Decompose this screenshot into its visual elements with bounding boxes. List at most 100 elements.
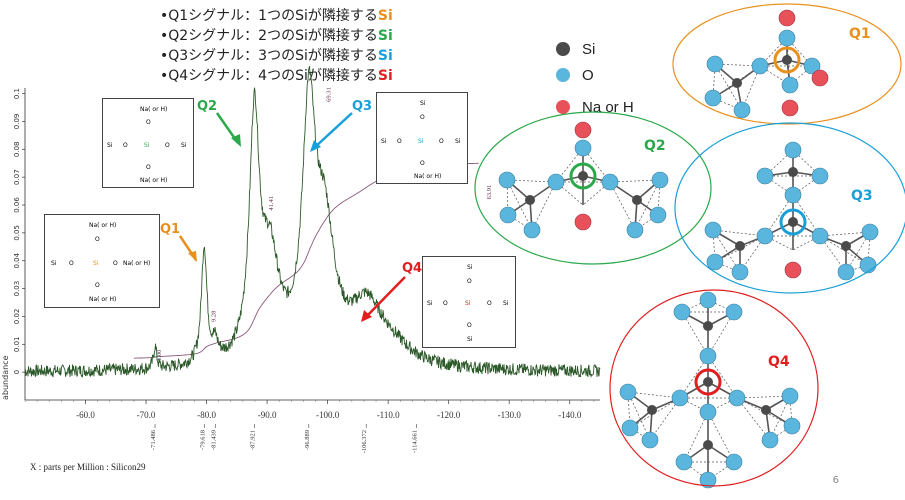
q2-structure-box: Na( or H) O Si O Si O Si O Na( or H) (102, 98, 194, 188)
struct-label: O (165, 142, 170, 149)
legend-q4-text: •Q4シグナル：4つのSiが隣接する (160, 68, 378, 84)
struct-label: O (113, 260, 118, 267)
atom-legend-si-label: Si (582, 40, 596, 58)
x-tick-label: -130.0 (498, 410, 522, 420)
struct-label: Si (144, 142, 150, 149)
struct-label: O (420, 114, 425, 121)
q3-structure-box: Si O Si O Si O Si O Na( or H) (376, 92, 468, 184)
struct-label: Na( or H) (414, 173, 441, 180)
peak-position-label: -71.486 (150, 429, 157, 450)
q3-label: Q3 (352, 99, 372, 114)
struct-label: O (439, 138, 444, 145)
peak-labels: -71.486 -79.618 -81.439 -87.921 -96.889 -106.… (150, 424, 418, 453)
x-tick-label: -120.0 (437, 410, 461, 420)
legend-q2-text: •Q2シグナル：2つのSiが隣接する (160, 28, 378, 44)
struct-label: O (443, 300, 448, 307)
struct-label: Si (455, 138, 461, 145)
x-tick-label: -80.0 (197, 410, 216, 420)
struct-label: O (467, 322, 472, 329)
struct-label: Si (181, 142, 187, 149)
struct-label: Si (467, 264, 473, 271)
peak-position-label: -79.618 (199, 430, 206, 450)
y-tick-label: 0.05 (13, 225, 21, 241)
struct-label: O (487, 300, 492, 307)
x-tick-label: -100.0 (316, 410, 340, 420)
q4-arrow (364, 276, 406, 319)
struct-label: Na( or H) (123, 260, 150, 267)
integral-value-label: 41.41 (268, 196, 275, 211)
struct-label: O (69, 260, 74, 267)
struct-label: Si (107, 142, 113, 149)
o-atom-icon (556, 68, 570, 82)
q-signal-legend: •Q1シグナル：1つのSiが隣接するSi •Q2シグナル：2つのSiが隣接するS… (160, 6, 430, 86)
atom-legend: Si O Na or H (556, 36, 634, 120)
struct-label: O (123, 142, 128, 149)
legend-q1-text: •Q1シグナル：1つのSiが隣接する (160, 8, 378, 24)
struct-label: Na( or H) (140, 177, 167, 184)
legend-q2-si: Si (377, 28, 393, 44)
y-tick-label: 0.07 (13, 169, 21, 185)
y-tick-label: 0.04 (13, 252, 21, 268)
q3-arrow (313, 112, 353, 149)
atom-legend-si: Si (556, 36, 634, 62)
legend-line-q3: •Q3シグナル：3つのSiが隣接するSi (160, 46, 430, 66)
struct-label: Si (381, 138, 387, 145)
legend-q4-si: Si (377, 68, 393, 84)
integral-value-label: 69.31 (326, 87, 333, 102)
struct-label: O (467, 278, 472, 285)
integral-value-label: 9.28 (211, 311, 218, 322)
spectrum-line (24, 66, 601, 378)
q4-arrow-head (361, 310, 372, 322)
si-atom-icon (556, 42, 570, 56)
na-atom-icon (556, 100, 570, 114)
peak-position-label: -81.439 (210, 430, 217, 450)
struct-label: Si (427, 300, 433, 307)
y-tick-label: 0.1 (13, 88, 21, 99)
integral-value-label: 1.00 (156, 350, 163, 361)
y-tick-label: 0.08 (13, 141, 21, 157)
legend-q1-si: Si (377, 8, 393, 24)
struct-label: Si (93, 260, 99, 267)
atom-legend-na: Na or H (556, 94, 634, 120)
struct-label: O (146, 164, 151, 171)
peak-position-label: -114.661 (411, 430, 418, 453)
struct-label: O (95, 236, 100, 243)
q2-arrow-head (231, 134, 241, 147)
peak-position-label: -106.372 (361, 430, 368, 453)
peak-position-label: -96.889 (304, 430, 311, 450)
struct-label: Si (418, 138, 424, 145)
legend-line-q2: •Q2シグナル：2つのSiが隣接するSi (160, 26, 430, 46)
struct-label: Na( or H) (89, 222, 116, 229)
x-axis-unit-label: X : parts per Million : Silicon29 (30, 462, 146, 472)
y-tick-label: 0.02 (13, 309, 21, 325)
q4-label: Q4 (402, 261, 422, 276)
struct-label: Na( or H) (89, 296, 116, 303)
q1-label: Q1 (160, 222, 180, 237)
x-tick-label: -90.0 (258, 410, 277, 420)
page-number: 6 (832, 475, 839, 486)
struct-label: Si (467, 336, 473, 343)
legend-line-q4: •Q4シグナル：4つのSiが隣接するSi (160, 66, 430, 86)
struct-label: Si (420, 100, 426, 107)
struct-label: O (95, 282, 100, 289)
atom-legend-na-label: Na or H (582, 98, 634, 116)
x-tick-label: -110.0 (377, 410, 400, 420)
chart-axes: 0 0.01 0.02 0.03 0.04 0.05 0.06 0.07 0.08 0.09 0.1… (13, 88, 600, 420)
struct-label: O (420, 160, 425, 167)
atom-legend-o-label: O (582, 66, 594, 84)
q1-structure-box: Na( or H) O Si O Si O Na( or H) O Na( or… (44, 214, 160, 308)
struct-label: Si (51, 260, 57, 267)
q3-arrow-head (310, 140, 321, 152)
legend-q3-text: •Q3シグナル：3つのSiが隣接する (160, 48, 378, 64)
struct-label: Si (465, 300, 471, 307)
y-axis-label: abundance (1, 355, 10, 400)
struct-label: Na( or H) (140, 106, 167, 113)
struct-label: Si (503, 300, 509, 307)
x-tick-label: -60.0 (76, 410, 95, 420)
q4-structure-box: Si O Si O Si O Si O Si (422, 256, 516, 348)
y-tick-label: 0.09 (13, 114, 21, 130)
peak-position-label: -87.921 (250, 430, 257, 450)
legend-line-q1: •Q1シグナル：1つのSiが隣接するSi (160, 6, 430, 26)
y-tick-label: 0 (13, 370, 21, 374)
